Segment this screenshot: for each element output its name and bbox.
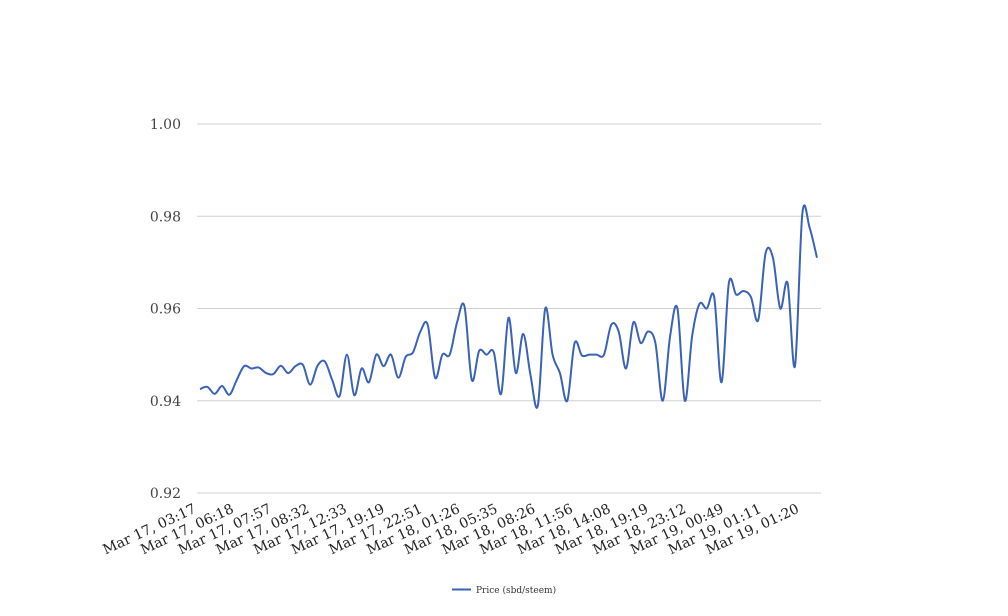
y-axis-ticks: 0.92 0.94 0.96 0.98 1.00 — [150, 117, 181, 502]
legend: Price (sbd/steem) — [452, 585, 556, 596]
y-tick-label: 0.96 — [150, 302, 181, 318]
series-line — [199, 204, 818, 409]
y-tick-label: 0.94 — [150, 394, 181, 410]
series-layer — [199, 204, 818, 409]
y-tick-label: 0.92 — [150, 486, 181, 502]
y-tick-label: 1.00 — [150, 117, 181, 133]
legend-label: Price (sbd/steem) — [476, 585, 556, 596]
gridlines — [197, 123, 821, 494]
y-tick-label: 0.98 — [150, 209, 181, 225]
